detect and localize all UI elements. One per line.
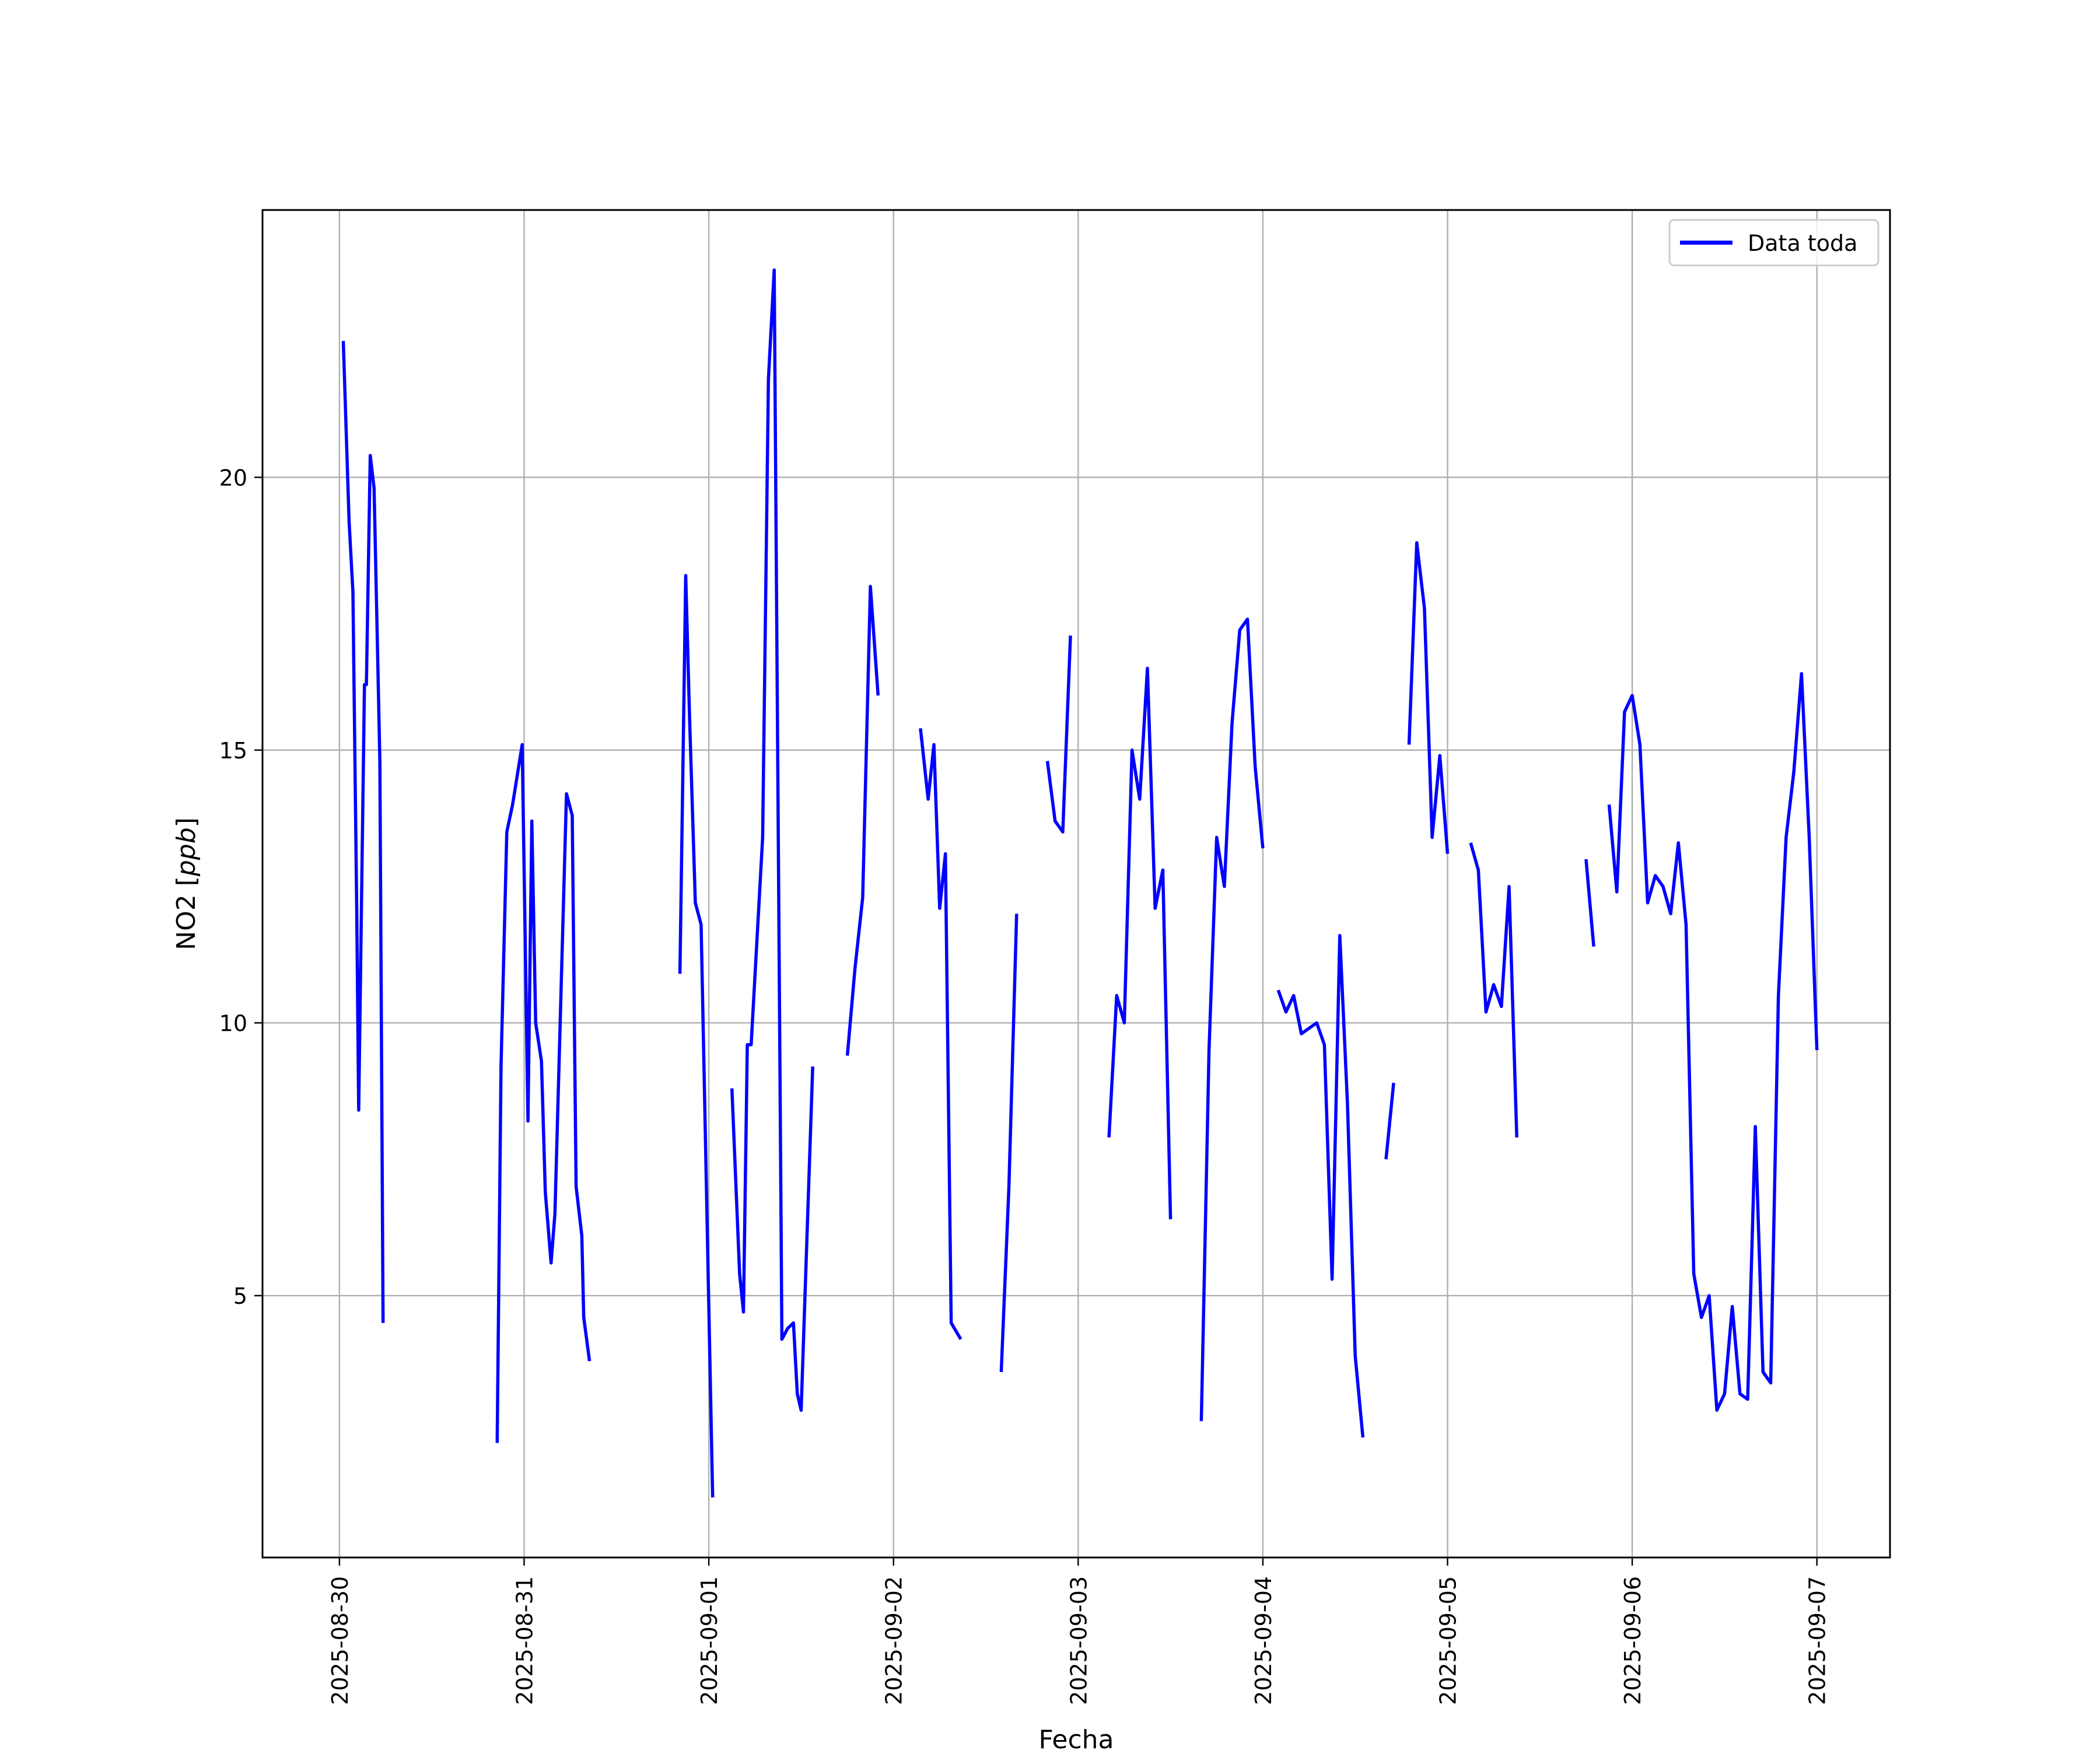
y-axis-label: NO2 [ppb] <box>172 817 201 950</box>
series-line-segment <box>1107 666 1172 1220</box>
series-line-segment <box>730 268 814 1412</box>
x-tick-label: 2025-08-30 <box>327 1576 353 1705</box>
legend: Data toda <box>1668 219 1880 267</box>
series-line-segment <box>1045 635 1072 834</box>
y-tick-label: 10 <box>219 1010 247 1036</box>
series-line-segment <box>1584 859 1595 947</box>
y-tick-label: 5 <box>233 1283 247 1309</box>
series-line-segment <box>341 341 385 1323</box>
y-tick-label: 20 <box>219 465 247 491</box>
series-line-segment <box>919 728 963 1340</box>
x-tick-label: 2025-09-06 <box>1620 1576 1646 1705</box>
x-tick-label: 2025-09-07 <box>1805 1576 1831 1705</box>
series-line-segment <box>999 914 1019 1373</box>
legend-box <box>1668 219 1880 267</box>
series-line-segment <box>678 573 715 1498</box>
y-axis: 5 10 15 20 <box>219 465 262 1309</box>
legend-label: Data toda <box>1748 230 1857 256</box>
series-line-segment <box>845 584 880 1056</box>
y-axis-label-main: NO2 [ <box>172 876 201 950</box>
series-line-segment <box>1199 617 1265 1422</box>
x-tick-label: 2025-09-03 <box>1066 1576 1091 1705</box>
data-series-layer <box>341 268 1819 1498</box>
x-tick-label: 2025-08-31 <box>512 1576 538 1705</box>
x-tick-label: 2025-09-02 <box>881 1576 907 1705</box>
series-line-segment <box>1607 672 1819 1412</box>
y-axis-label-unit: ppb <box>172 827 201 877</box>
series-line-segment <box>1384 1083 1395 1160</box>
x-tick-label: 2025-09-05 <box>1435 1576 1461 1705</box>
series-line-segment <box>495 743 592 1443</box>
plot-frame <box>261 209 1891 1559</box>
y-axis-label-close: ] <box>172 817 201 827</box>
x-axis: 2025-08-30 2025-08-31 2025-09-01 2025-09-02… <box>327 1558 1831 1705</box>
series-line-segment <box>1469 842 1518 1138</box>
x-tick-label: 2025-09-04 <box>1251 1576 1276 1705</box>
series-line-segment <box>1276 934 1365 1438</box>
x-axis-label: Fecha <box>1038 1725 1114 1750</box>
x-tick-label: 2025-09-01 <box>696 1576 722 1705</box>
y-tick-label: 15 <box>219 738 247 764</box>
series-line-segment <box>1407 541 1450 854</box>
